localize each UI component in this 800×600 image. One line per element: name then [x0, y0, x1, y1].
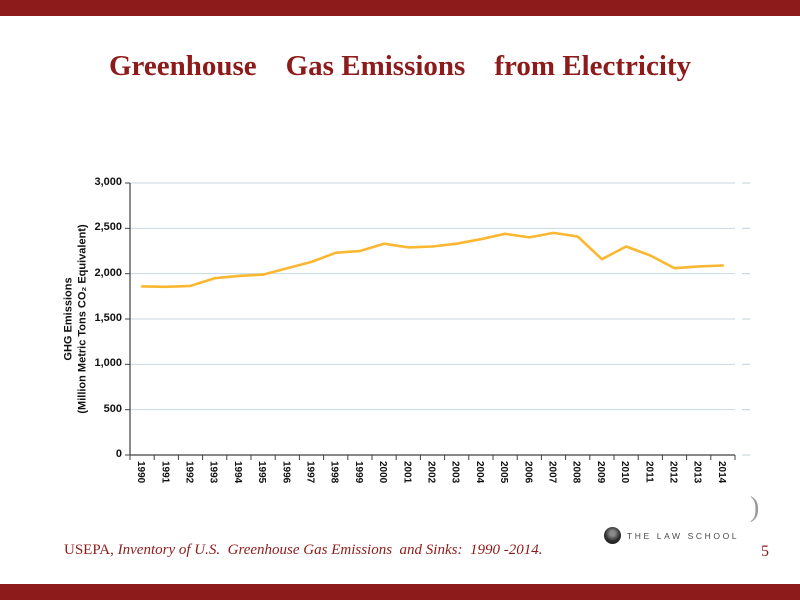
y-tick-label: 3,000: [94, 176, 122, 188]
x-tick-label: 1996: [280, 461, 292, 484]
edge-artifact-glyph: ): [750, 492, 760, 523]
page-number: 5: [761, 543, 769, 560]
x-tick-label: 2009: [594, 461, 606, 484]
x-tick-label: 2012: [667, 461, 679, 484]
x-tick-label: 2006: [522, 461, 534, 484]
x-tick-label: 1993: [207, 461, 219, 484]
y-tick-label: 0: [115, 448, 122, 460]
bottom-accent-bar: [0, 584, 800, 600]
x-tick-label: 2008: [570, 461, 582, 484]
x-tick-label: 1991: [159, 461, 171, 484]
x-tick-label: 1998: [328, 461, 340, 484]
law-school-logo: THE LAW SCHOOL: [604, 527, 739, 544]
top-accent-bar: [0, 0, 800, 16]
emissions-line-chart: [125, 182, 750, 460]
x-tick-label: 2004: [473, 461, 485, 484]
x-tick-label: 2010: [619, 461, 631, 484]
x-tick-label: 2013: [691, 461, 703, 484]
source-citation-italic: Inventory of U.S. Greenhouse Gas Emissio…: [117, 542, 543, 558]
source-citation: USEPA, Inventory of U.S. Greenhouse Gas …: [64, 542, 542, 559]
y-tick-label: 500: [103, 402, 122, 415]
x-tick-label: 1997: [304, 461, 316, 484]
x-tick-label: 2005: [498, 461, 510, 484]
x-tick-label: 2014: [715, 461, 727, 484]
y-tick-label: 2,000: [94, 266, 122, 279]
x-tick-label: 2002: [425, 461, 437, 484]
y-tick-label: 2,500: [94, 221, 122, 234]
law-school-seal-icon: [604, 527, 621, 544]
emissions-series-line: [140, 231, 725, 289]
source-prefix: USEPA,: [64, 542, 118, 558]
y-tick-label: 1,500: [94, 312, 122, 324]
x-tick-label: 2003: [449, 461, 461, 484]
slide-title: Greenhouse Gas Emissions from Electricit…: [108, 50, 692, 82]
x-tick-label: 2000: [377, 461, 389, 484]
x-tick-label: 1994: [231, 461, 243, 484]
x-tick-label: 1999: [352, 461, 364, 484]
y-tick-label: 1,000: [94, 357, 122, 370]
x-tick-label: 1995: [256, 461, 268, 484]
x-tick-label: 2001: [401, 461, 413, 484]
law-school-label: THE LAW SCHOOL: [627, 530, 740, 541]
x-tick-label: 2011: [643, 461, 655, 483]
x-tick-label: 2007: [546, 461, 558, 484]
x-tick-label: 1992: [183, 461, 195, 484]
x-tick-label: 1990: [135, 461, 147, 484]
